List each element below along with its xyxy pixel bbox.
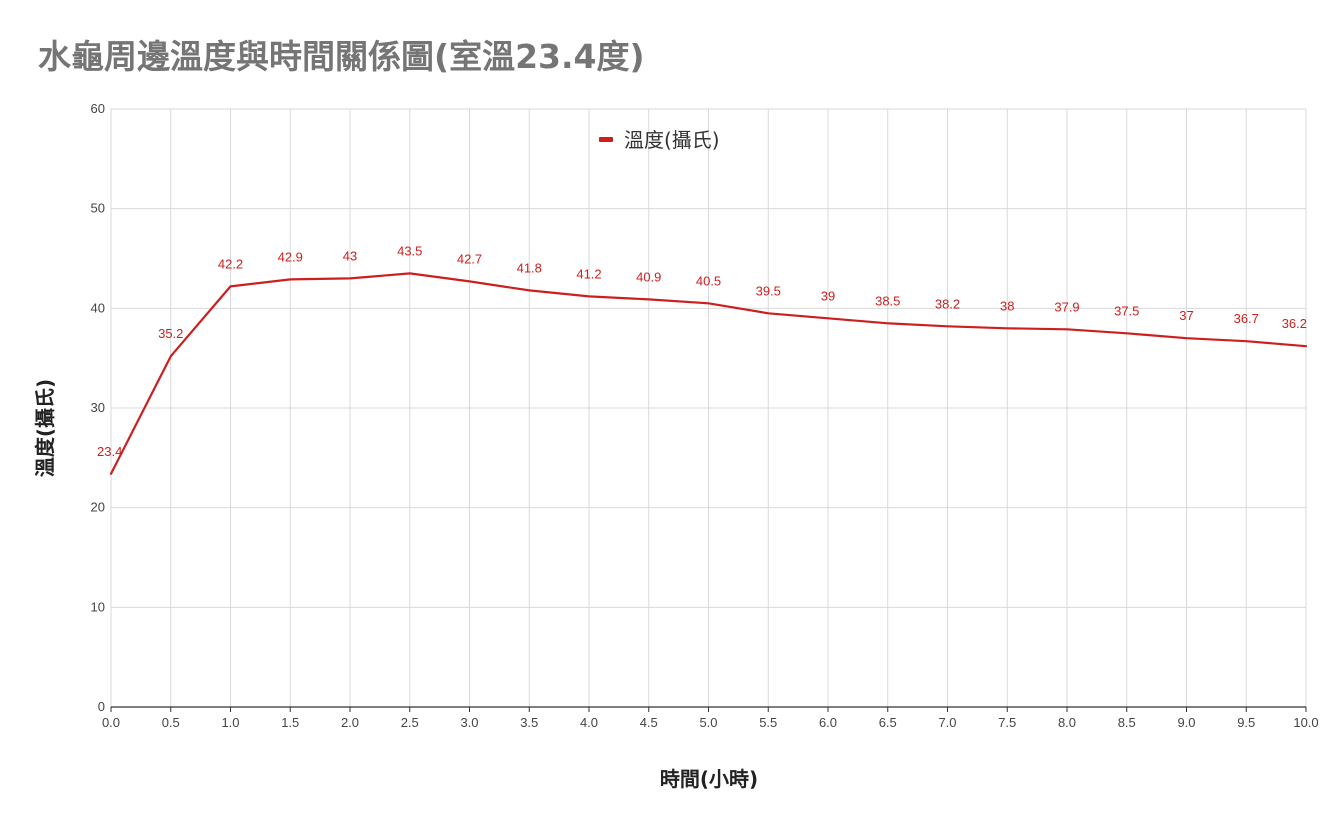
data-label: 37.9 (1054, 299, 1079, 314)
x-tick-label: 9.0 (1177, 715, 1195, 730)
data-label: 42.9 (278, 249, 303, 264)
x-tick-label: 8.0 (1058, 715, 1076, 730)
data-label: 40.5 (696, 273, 721, 288)
data-label: 40.9 (636, 269, 661, 284)
x-tick-label: 3.5 (520, 715, 538, 730)
data-label: 42.7 (457, 251, 482, 266)
data-label: 38 (1000, 298, 1014, 313)
x-tick-label: 4.5 (640, 715, 658, 730)
x-tick-label: 10.0 (1293, 715, 1318, 730)
x-tick-label: 0.5 (162, 715, 180, 730)
data-label: 23.4 (97, 444, 122, 459)
series-line (109, 272, 1308, 475)
y-tick-label: 20 (91, 500, 105, 515)
x-axis-title: 時間(小時) (660, 767, 758, 791)
x-tick-label: 1.0 (221, 715, 239, 730)
data-label: 38.5 (875, 293, 900, 308)
x-tick-label: 7.0 (938, 715, 956, 730)
x-tick-label: 2.5 (401, 715, 419, 730)
y-tick-label: 40 (91, 300, 105, 315)
x-tick-label: 9.5 (1237, 715, 1255, 730)
legend: 溫度(攝氏) (599, 128, 720, 152)
data-label: 43.5 (397, 243, 422, 258)
data-label: 41.2 (576, 266, 601, 281)
data-label: 38.2 (935, 296, 960, 311)
y-axis-title: 溫度(攝氏) (33, 379, 57, 477)
x-tick-labels: 0.0 0.5 1.0 1.5 2.0 2.5 3.0 3.5 4.0 4.5 5.0 5.5 6.0 6… (102, 715, 1319, 730)
y-tick-label: 50 (91, 201, 105, 216)
y-tick-label: 10 (91, 599, 105, 614)
x-tick-label: 8.5 (1118, 715, 1136, 730)
data-label: 39.5 (756, 283, 781, 298)
data-label: 37.5 (1114, 303, 1139, 318)
data-label: 42.2 (218, 256, 243, 271)
y-tick-label: 60 (91, 101, 105, 116)
y-tick-labels: 0 10 20 30 40 50 60 (91, 101, 105, 714)
x-tick-label: 0.0 (102, 715, 120, 730)
data-label: 41.8 (517, 260, 542, 275)
y-tick-label: 0 (98, 699, 105, 714)
axes (110, 706, 1307, 712)
x-tick-label: 7.5 (998, 715, 1016, 730)
x-tick-label: 6.5 (879, 715, 897, 730)
data-label: 36.2 (1282, 316, 1307, 331)
x-tick-label: 4.0 (580, 715, 598, 730)
legend-label: 溫度(攝氏) (624, 128, 720, 152)
x-tick-label: 5.5 (759, 715, 777, 730)
data-labels: 23.4 35.2 42.2 42.9 43 43.5 42.7 41.8 41.2 40.9 40… (97, 243, 1307, 458)
data-label: 35.2 (158, 326, 183, 341)
series-lines (109, 272, 1308, 475)
gridlines (110, 108, 1307, 708)
x-tick-label: 3.0 (460, 715, 478, 730)
x-tick-label: 6.0 (819, 715, 837, 730)
data-label: 37 (1179, 308, 1193, 323)
data-label: 39 (821, 288, 835, 303)
data-label: 43 (343, 248, 357, 263)
y-tick-label: 30 (91, 400, 105, 415)
x-tick-label: 1.5 (281, 715, 299, 730)
chart-title: 水龜周邊溫度與時間關係圖(室溫23.4度) (38, 37, 645, 76)
x-tick-label: 5.0 (699, 715, 717, 730)
x-tick-label: 2.0 (341, 715, 359, 730)
data-label: 36.7 (1234, 311, 1259, 326)
legend-swatch (599, 137, 613, 142)
